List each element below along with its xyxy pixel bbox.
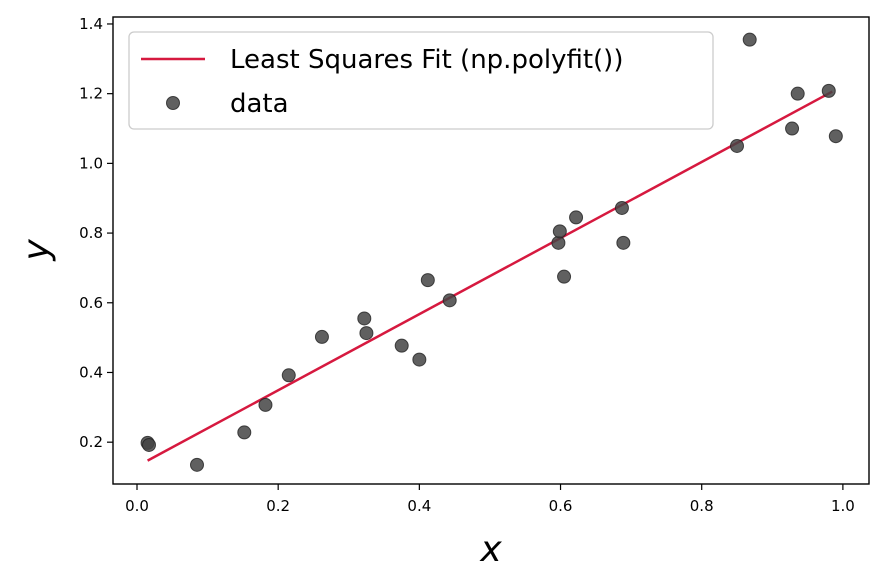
- data-point: [552, 224, 567, 239]
- data-point: [828, 129, 843, 144]
- legend-data-label: data: [230, 89, 289, 119]
- data-point: [237, 425, 252, 440]
- x-tick-label: 0.6: [549, 497, 573, 515]
- y-tick-label: 1.2: [79, 85, 103, 103]
- legend: Least Squares Fit (np.polyfit()) data: [128, 31, 714, 130]
- data-point: [281, 368, 296, 383]
- x-tick-label: 1.0: [831, 497, 855, 515]
- y-tick-label: 0.8: [79, 224, 103, 242]
- data-point: [314, 329, 329, 344]
- data-point: [557, 269, 572, 284]
- data-point: [359, 326, 374, 341]
- y-tick-label: 0.4: [79, 363, 103, 381]
- y-axis-label: y: [16, 239, 57, 262]
- x-axis-label: x: [479, 529, 502, 570]
- y-tick-label: 1.0: [79, 154, 103, 172]
- x-tick-label: 0.4: [407, 497, 431, 515]
- data-point: [569, 210, 584, 225]
- data-point: [790, 86, 805, 101]
- data-point: [420, 273, 435, 288]
- data-point: [742, 32, 757, 47]
- axis-ticks: 0.0 0.2 0.4 0.6 0.8 1.0 0.2 0.4 0.6 0.8 1.0 1.2 1.4: [79, 15, 855, 515]
- data-point: [394, 338, 409, 353]
- y-tick-label: 1.4: [79, 15, 103, 33]
- legend-box: [128, 31, 714, 130]
- data-point: [357, 311, 372, 326]
- data-point: [190, 457, 204, 472]
- data-points-layer: [140, 32, 843, 472]
- data-point: [412, 352, 427, 367]
- legend-fit-label: Least Squares Fit (np.polyfit()): [230, 45, 623, 75]
- data-point: [142, 437, 156, 452]
- y-tick-label: 0.6: [79, 294, 103, 312]
- plot-frame: [112, 16, 870, 485]
- x-tick-label: 0.0: [125, 497, 149, 515]
- x-tick-label: 0.8: [690, 497, 714, 515]
- data-point: [258, 397, 273, 412]
- y-tick-label: 0.2: [79, 433, 103, 451]
- data-point: [730, 138, 744, 153]
- x-tick-label: 0.2: [266, 497, 290, 515]
- data-point: [821, 83, 836, 98]
- data-point: [785, 121, 800, 136]
- data-point: [442, 293, 457, 308]
- data-point: [614, 200, 629, 215]
- data-point: [551, 235, 566, 250]
- data-point: [616, 235, 631, 250]
- legend-data-swatch: [166, 96, 180, 110]
